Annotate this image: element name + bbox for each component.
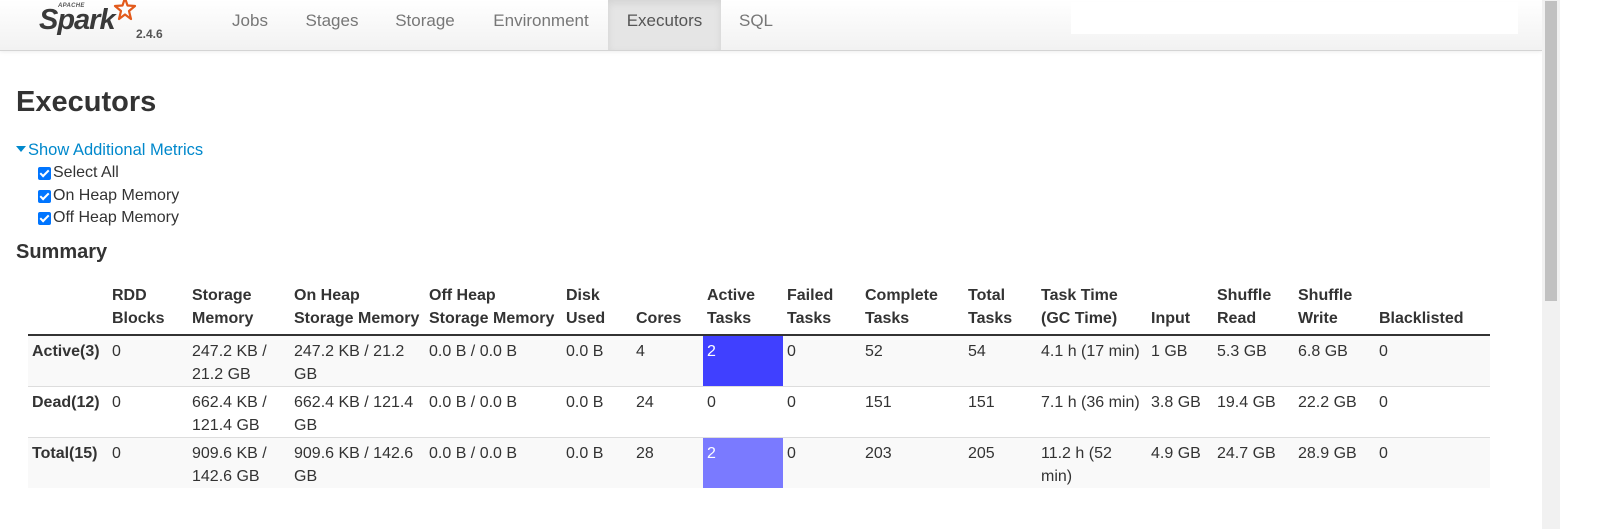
- spark-logo[interactable]: APACHE Spark 2.4.6: [38, 0, 178, 50]
- cell-complete-tasks: 52: [861, 334, 964, 387]
- summary-heading: Summary: [16, 241, 108, 263]
- cell-rdd-blocks: 0: [108, 386, 188, 438]
- column-header-failed-tasks[interactable]: Failed Tasks: [783, 285, 861, 336]
- executors-summary-table: RDD Blocks Storage Memory On Heap Storag…: [28, 285, 1490, 488]
- top-navbar: APACHE Spark 2.4.6 Jobs Stages Storage E…: [0, 0, 1542, 51]
- cell-complete-tasks: 203: [861, 437, 964, 488]
- metric-on-heap-memory[interactable]: On Heap Memory: [38, 186, 179, 206]
- cell-shuffle-write: 22.2 GB: [1294, 386, 1375, 438]
- column-header-off-heap-storage-memory[interactable]: Off Heap Storage Memory: [425, 285, 562, 336]
- page-title: Executors: [16, 86, 157, 118]
- table-header-row: RDD Blocks Storage Memory On Heap Storag…: [28, 285, 1490, 336]
- column-header-active-tasks[interactable]: Active Tasks: [703, 285, 783, 336]
- cell-total-tasks: 54: [964, 334, 1037, 387]
- cell-input: 3.8 GB: [1147, 386, 1213, 438]
- column-header-complete-tasks[interactable]: Complete Tasks: [861, 285, 964, 336]
- cell-shuffle-write: 6.8 GB: [1294, 334, 1375, 387]
- logo-spark-text: Spark: [39, 4, 116, 36]
- navbar-right-area: [1071, 2, 1518, 34]
- column-header-input[interactable]: Input: [1147, 285, 1213, 336]
- table-row-dead: Dead(12) 0 662.4 KB / 121.4 GB 662.4 KB …: [28, 386, 1490, 438]
- cell-disk-used: 0.0 B: [562, 386, 632, 438]
- cell-storage-memory: 909.6 KB / 142.6 GB: [188, 437, 290, 488]
- column-header-disk-used[interactable]: Disk Used: [562, 285, 632, 336]
- cell-task-time: 11.2 h (52 min): [1037, 437, 1147, 488]
- column-header-shuffle-read[interactable]: Shuffle Read: [1213, 285, 1294, 336]
- cell-input: 4.9 GB: [1147, 437, 1213, 488]
- on-heap-memory-checkbox[interactable]: [38, 190, 51, 204]
- metric-off-heap-memory[interactable]: Off Heap Memory: [38, 208, 179, 228]
- window-gutter: [1560, 0, 1600, 529]
- metric-label: Off Heap Memory: [53, 209, 179, 226]
- nav-tab-storage[interactable]: Storage: [395, 11, 455, 30]
- cell-on-heap-storage-memory: 909.6 KB / 142.6 GB: [290, 437, 425, 488]
- cell-on-heap-storage-memory: 662.4 KB / 121.4 GB: [290, 386, 425, 438]
- cell-active-tasks: 2: [703, 334, 783, 387]
- toggle-label: Show Additional Metrics: [28, 141, 204, 159]
- metric-label: Select All: [53, 164, 119, 181]
- cell-shuffle-read: 24.7 GB: [1213, 437, 1294, 488]
- row-label: Active(3): [28, 334, 108, 387]
- cell-blacklisted: 0: [1375, 386, 1490, 438]
- table-row-total: Total(15) 0 909.6 KB / 142.6 GB 909.6 KB…: [28, 437, 1490, 488]
- nav-tab-jobs[interactable]: Jobs: [232, 11, 268, 30]
- column-header-task-time[interactable]: Task Time (GC Time): [1037, 285, 1147, 336]
- cell-storage-memory: 662.4 KB / 121.4 GB: [188, 386, 290, 438]
- cell-active-tasks: 2: [703, 437, 783, 488]
- cell-shuffle-write: 28.9 GB: [1294, 437, 1375, 488]
- cell-cores: 4: [632, 334, 703, 387]
- cell-disk-used: 0.0 B: [562, 437, 632, 488]
- cell-shuffle-read: 19.4 GB: [1213, 386, 1294, 438]
- cell-blacklisted: 0: [1375, 437, 1490, 488]
- cell-input: 1 GB: [1147, 334, 1213, 387]
- cell-blacklisted: 0: [1375, 334, 1490, 387]
- nav-tab-executors[interactable]: Executors: [608, 0, 721, 50]
- column-header-label: [28, 285, 108, 336]
- metric-select-all[interactable]: Select All: [38, 163, 119, 183]
- row-label: Dead(12): [28, 386, 108, 438]
- column-header-shuffle-write[interactable]: Shuffle Write: [1294, 285, 1375, 336]
- cell-shuffle-read: 5.3 GB: [1213, 334, 1294, 387]
- cell-failed-tasks: 0: [783, 334, 861, 387]
- column-header-rdd-blocks[interactable]: RDD Blocks: [108, 285, 188, 336]
- spark-version: 2.4.6: [136, 27, 163, 41]
- column-header-on-heap-storage-memory[interactable]: On Heap Storage Memory: [290, 285, 425, 336]
- column-header-storage-memory[interactable]: Storage Memory: [188, 285, 290, 336]
- cell-cores: 28: [632, 437, 703, 488]
- caret-down-icon: [16, 145, 26, 152]
- column-header-total-tasks[interactable]: Total Tasks: [964, 285, 1037, 336]
- cell-total-tasks: 205: [964, 437, 1037, 488]
- logo-apache-text: APACHE: [58, 3, 85, 9]
- cell-total-tasks: 151: [964, 386, 1037, 438]
- cell-task-time: 7.1 h (36 min): [1037, 386, 1147, 438]
- cell-failed-tasks: 0: [783, 437, 861, 488]
- cell-cores: 24: [632, 386, 703, 438]
- scrollbar-thumb[interactable]: [1545, 1, 1557, 301]
- cell-off-heap-storage-memory: 0.0 B / 0.0 B: [425, 334, 562, 387]
- column-header-cores[interactable]: Cores: [632, 285, 703, 336]
- nav-tab-stages[interactable]: Stages: [305, 11, 359, 30]
- cell-rdd-blocks: 0: [108, 334, 188, 387]
- select-all-checkbox[interactable]: [38, 167, 51, 181]
- table-row-active: Active(3) 0 247.2 KB / 21.2 GB 247.2 KB …: [28, 334, 1490, 387]
- cell-complete-tasks: 151: [861, 386, 964, 438]
- cell-on-heap-storage-memory: 247.2 KB / 21.2 GB: [290, 334, 425, 387]
- row-label: Total(15): [28, 437, 108, 488]
- column-header-blacklisted[interactable]: Blacklisted: [1375, 285, 1490, 336]
- cell-task-time: 4.1 h (17 min): [1037, 334, 1147, 387]
- cell-active-tasks: 0: [703, 386, 783, 438]
- cell-storage-memory: 247.2 KB / 21.2 GB: [188, 334, 290, 387]
- cell-failed-tasks: 0: [783, 386, 861, 438]
- nav-tab-environment[interactable]: Environment: [493, 11, 589, 30]
- cell-off-heap-storage-memory: 0.0 B / 0.0 B: [425, 386, 562, 438]
- metric-label: On Heap Memory: [53, 187, 180, 204]
- off-heap-memory-checkbox[interactable]: [38, 212, 51, 226]
- nav-tab-sql[interactable]: SQL: [738, 11, 774, 30]
- cell-off-heap-storage-memory: 0.0 B / 0.0 B: [425, 437, 562, 488]
- spark-star-icon: [113, 0, 137, 21]
- cell-rdd-blocks: 0: [108, 437, 188, 488]
- show-additional-metrics-toggle[interactable]: Show Additional Metrics: [16, 141, 203, 160]
- cell-disk-used: 0.0 B: [562, 334, 632, 387]
- vertical-scrollbar[interactable]: [1542, 0, 1560, 529]
